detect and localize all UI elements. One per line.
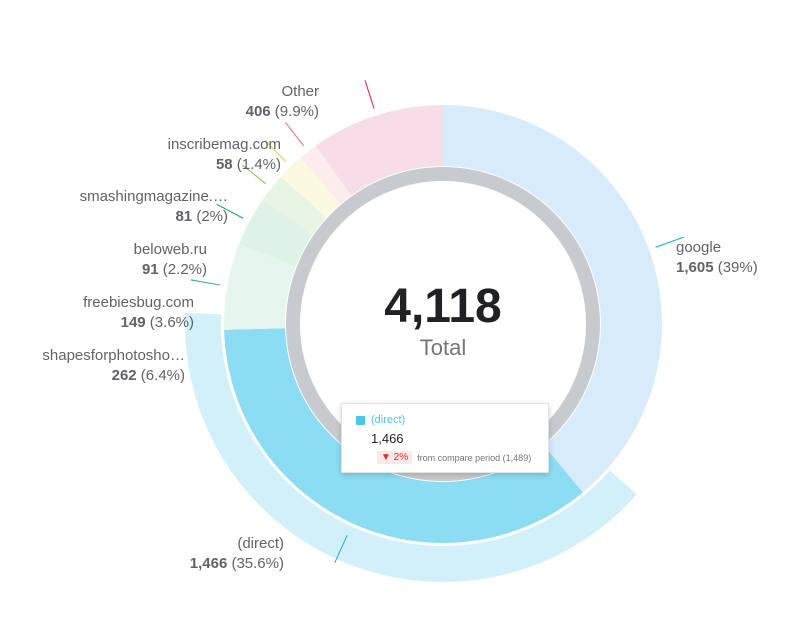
label-count-google: 1,605	[676, 259, 714, 276]
label-percent-freebiesbug-com: (3.6%)	[146, 314, 194, 331]
label-count-smashingmagazine: 81	[175, 208, 192, 225]
slice-google[interactable]	[443, 105, 662, 493]
label-percent-inscribemag-com: (1.4%)	[233, 156, 281, 173]
leader-line-other	[364, 80, 375, 109]
label-percent-smashingmagazine: (2%)	[192, 208, 228, 225]
tooltip-series: (direct)	[371, 414, 406, 426]
label-value-google: 1,605 (39%)	[676, 259, 758, 276]
label-count-beloweb-ru: 91	[142, 261, 159, 278]
label-name-other: Other	[281, 83, 319, 100]
label-count-freebiesbug-com: 149	[121, 314, 146, 331]
label-name-freebiesbug-com: freebiesbug.com	[83, 294, 194, 311]
slice-direct[interactable]	[224, 328, 583, 543]
leader-line-beloweb-ru	[242, 164, 267, 185]
compare-ring	[286, 167, 600, 481]
slice-smashingmagazine[interactable]	[281, 157, 341, 218]
tooltip-value: 1,466	[371, 431, 404, 446]
label-value-direct: 1,466 (35.6%)	[190, 555, 284, 572]
leader-line-direct	[334, 535, 348, 563]
label-percent-google: (39%)	[714, 259, 758, 276]
slice-shapesforphotosho[interactable]	[224, 244, 296, 330]
label-value-smashingmagazine: 81 (2%)	[175, 208, 228, 225]
total-label: Total	[420, 335, 466, 360]
label-value-inscribemag-com: 58 (1.4%)	[216, 156, 281, 173]
label-name-inscribemag-com: inscribemag.com	[168, 136, 281, 153]
label-name-smashingmagazine: smashingmagazine.…	[80, 188, 228, 205]
label-count-shapesforphotosho: 262	[112, 367, 137, 384]
label-percent-other: (9.9%)	[271, 103, 319, 120]
label-value-freebiesbug-com: 149 (3.6%)	[121, 314, 194, 331]
label-value-beloweb-ru: 91 (2.2%)	[142, 261, 207, 278]
label-name-google: google	[676, 239, 721, 256]
label-name-shapesforphotosho: shapesforphotosho…	[42, 347, 185, 364]
label-name-direct: (direct)	[237, 535, 284, 552]
label-percent-direct: (35.6%)	[227, 555, 284, 572]
slice-inscribemag-com[interactable]	[300, 145, 352, 204]
leader-lines	[190, 80, 684, 563]
tooltip-swatch	[356, 415, 365, 425]
label-name-beloweb-ru: beloweb.ru	[134, 241, 207, 258]
tooltip-delta: ▼ 2%	[377, 451, 413, 464]
label-count-direct: 1,466	[190, 555, 228, 572]
slice-highlight-direct	[185, 312, 637, 582]
slice-beloweb-ru[interactable]	[262, 176, 327, 235]
leader-line-inscribemag-com	[284, 122, 305, 147]
leader-line-google	[655, 236, 684, 248]
label-percent-shapesforphotosho: (6.4%)	[137, 367, 185, 384]
label-value-other: 406 (9.9%)	[246, 103, 319, 120]
slice-labels: google 1,605 (39%) (direct) 1,466 (35.6%) sh…	[42, 83, 757, 572]
total-value: 4,118	[384, 280, 501, 333]
chart-tooltip: (direct) 1,466 ▼ 2% from compare period …	[341, 403, 549, 473]
label-value-shapesforphotosho: 262 (6.4%)	[112, 367, 185, 384]
tooltip-compare-text: from compare period (1,489)	[417, 452, 532, 463]
slice-other[interactable]	[315, 105, 443, 196]
leader-line-freebiesbug-com	[216, 203, 244, 219]
leader-line-shapesforphotosho	[190, 279, 221, 286]
donut-slices	[185, 105, 662, 582]
leader-line-smashingmagazine	[264, 139, 287, 163]
slice-freebiesbug-com[interactable]	[239, 200, 313, 267]
label-count-other: 406	[246, 103, 271, 120]
label-percent-beloweb-ru: (2.2%)	[159, 261, 207, 278]
label-count-inscribemag-com: 58	[216, 156, 233, 173]
